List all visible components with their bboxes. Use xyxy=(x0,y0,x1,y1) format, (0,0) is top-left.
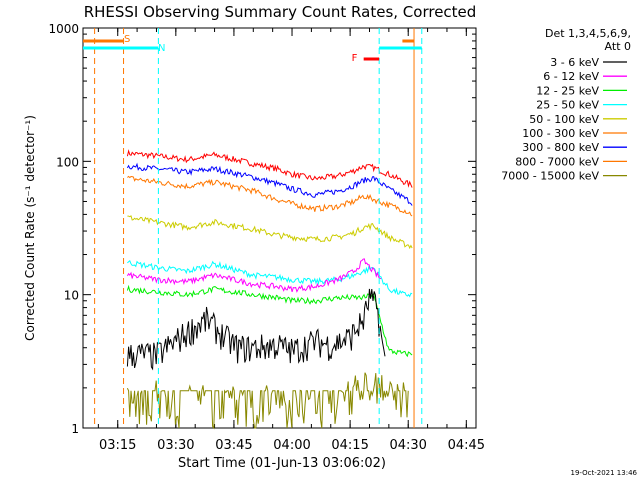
series-line-6-12-kev xyxy=(126,258,382,293)
chart-title: RHESSI Observing Summary Count Rates, Co… xyxy=(84,3,477,21)
legend-entry-label: 25 - 50 keV xyxy=(536,99,599,112)
series-line-7000-15000-kev xyxy=(126,372,409,430)
x-tick-label: 03:30 xyxy=(157,438,194,453)
series-line-3-6-kev xyxy=(126,288,386,371)
y-tick-label: 1 xyxy=(71,422,79,436)
night-label: N xyxy=(158,43,165,54)
x-tick-label: 04:00 xyxy=(273,438,310,453)
y-axis-title: Corrected Count Rate (s⁻¹ detector⁻¹) xyxy=(23,115,37,341)
legend-header-line1: Det 1,3,4,5,6,9, xyxy=(545,27,631,40)
y-tick-label: 10 xyxy=(64,289,79,303)
y-tick-label: 100 xyxy=(56,155,79,169)
x-tick-label: 04:30 xyxy=(389,438,426,453)
legend-entry-label: 3 - 6 keV xyxy=(550,56,599,69)
series-line-25-50-kev xyxy=(127,259,413,298)
series-line-50-100-kev xyxy=(127,215,413,250)
saa-label: S xyxy=(124,34,130,45)
series-line-100-300-kev xyxy=(126,162,413,206)
x-tick-label: 04:45 xyxy=(448,438,485,453)
legend-entry-label: 6 - 12 keV xyxy=(543,70,599,83)
legend-entry-label: 12 - 25 keV xyxy=(536,84,599,97)
flare-label: F xyxy=(352,53,358,64)
series-line-800-7000-kev xyxy=(127,175,413,217)
x-tick-label: 03:45 xyxy=(215,438,252,453)
legend-entry-label: 50 - 100 keV xyxy=(529,113,599,126)
legend-entry-label: 300 - 800 keV xyxy=(522,141,599,154)
plot-frame xyxy=(82,27,477,429)
footer-date: 19-Oct-2021 13:46 xyxy=(571,469,638,477)
legend-entry-label: 800 - 7000 keV xyxy=(515,155,599,168)
y-tick-label: 1000 xyxy=(48,22,79,36)
series-line-300-800-kev xyxy=(126,149,413,188)
series-line-12-25-kev xyxy=(126,284,413,358)
x-tick-label: 04:15 xyxy=(331,438,368,453)
legend-header-line2: Att 0 xyxy=(605,40,631,53)
x-tick-label: 03:15 xyxy=(99,438,136,453)
legend-entry-label: 100 - 300 keV xyxy=(522,127,599,140)
legend-entry-label: 7000 - 15000 keV xyxy=(501,170,599,183)
x-axis-title: Start Time (01-Jun-13 03:06:02) xyxy=(178,456,386,471)
